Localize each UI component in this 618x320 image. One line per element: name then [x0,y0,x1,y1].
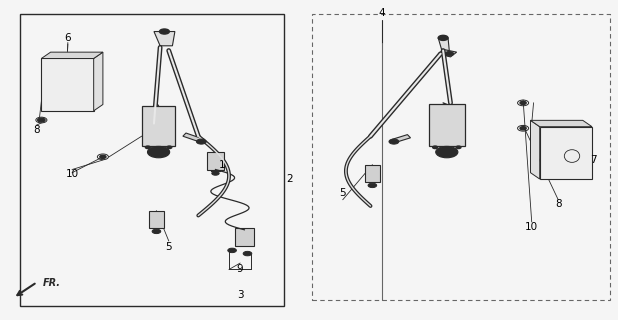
Circle shape [456,146,461,148]
Circle shape [442,149,452,155]
Polygon shape [183,133,205,142]
Bar [20,14,284,306]
Circle shape [197,139,206,144]
Circle shape [154,149,164,155]
Text: 10: 10 [525,222,538,232]
Text: 2: 2 [286,174,293,184]
Circle shape [148,146,170,158]
Circle shape [438,35,448,40]
Circle shape [228,248,237,252]
Circle shape [243,252,252,256]
Text: 5: 5 [166,242,172,252]
Circle shape [389,139,399,144]
Circle shape [100,155,106,158]
Circle shape [159,29,169,34]
Polygon shape [392,135,410,142]
Text: 4: 4 [378,8,385,19]
Circle shape [433,146,438,148]
Circle shape [145,146,150,148]
Circle shape [368,183,377,188]
Bar [142,106,176,146]
Circle shape [520,101,526,105]
Polygon shape [530,120,540,179]
Circle shape [520,127,526,130]
Circle shape [38,118,45,122]
Polygon shape [438,50,457,57]
Circle shape [152,229,161,234]
Polygon shape [154,32,175,46]
Circle shape [445,52,454,56]
Circle shape [436,146,458,158]
Polygon shape [41,52,103,59]
Polygon shape [94,52,103,111]
Bar [429,105,465,146]
Text: FR.: FR. [43,278,61,288]
Circle shape [441,37,445,39]
Text: 5: 5 [339,188,346,198]
Bar [235,228,254,246]
Polygon shape [530,120,592,127]
Circle shape [231,250,234,252]
Text: 9: 9 [237,264,243,275]
Text: 1: 1 [218,160,225,170]
Bar [365,165,380,182]
Bar [540,127,592,179]
Circle shape [371,184,375,186]
Circle shape [212,172,219,175]
Polygon shape [438,38,449,51]
Text: 7: 7 [590,155,596,165]
Bar [41,59,94,111]
Circle shape [163,31,166,32]
Circle shape [245,252,249,254]
Bar [312,14,611,300]
Circle shape [167,146,172,148]
Bar [149,211,164,228]
Text: 10: 10 [66,169,78,179]
Text: 8: 8 [555,199,562,209]
Text: 8: 8 [33,125,40,135]
Text: 6: 6 [64,33,71,43]
Text: 3: 3 [237,290,243,300]
Circle shape [154,230,158,232]
Bar [207,152,224,170]
